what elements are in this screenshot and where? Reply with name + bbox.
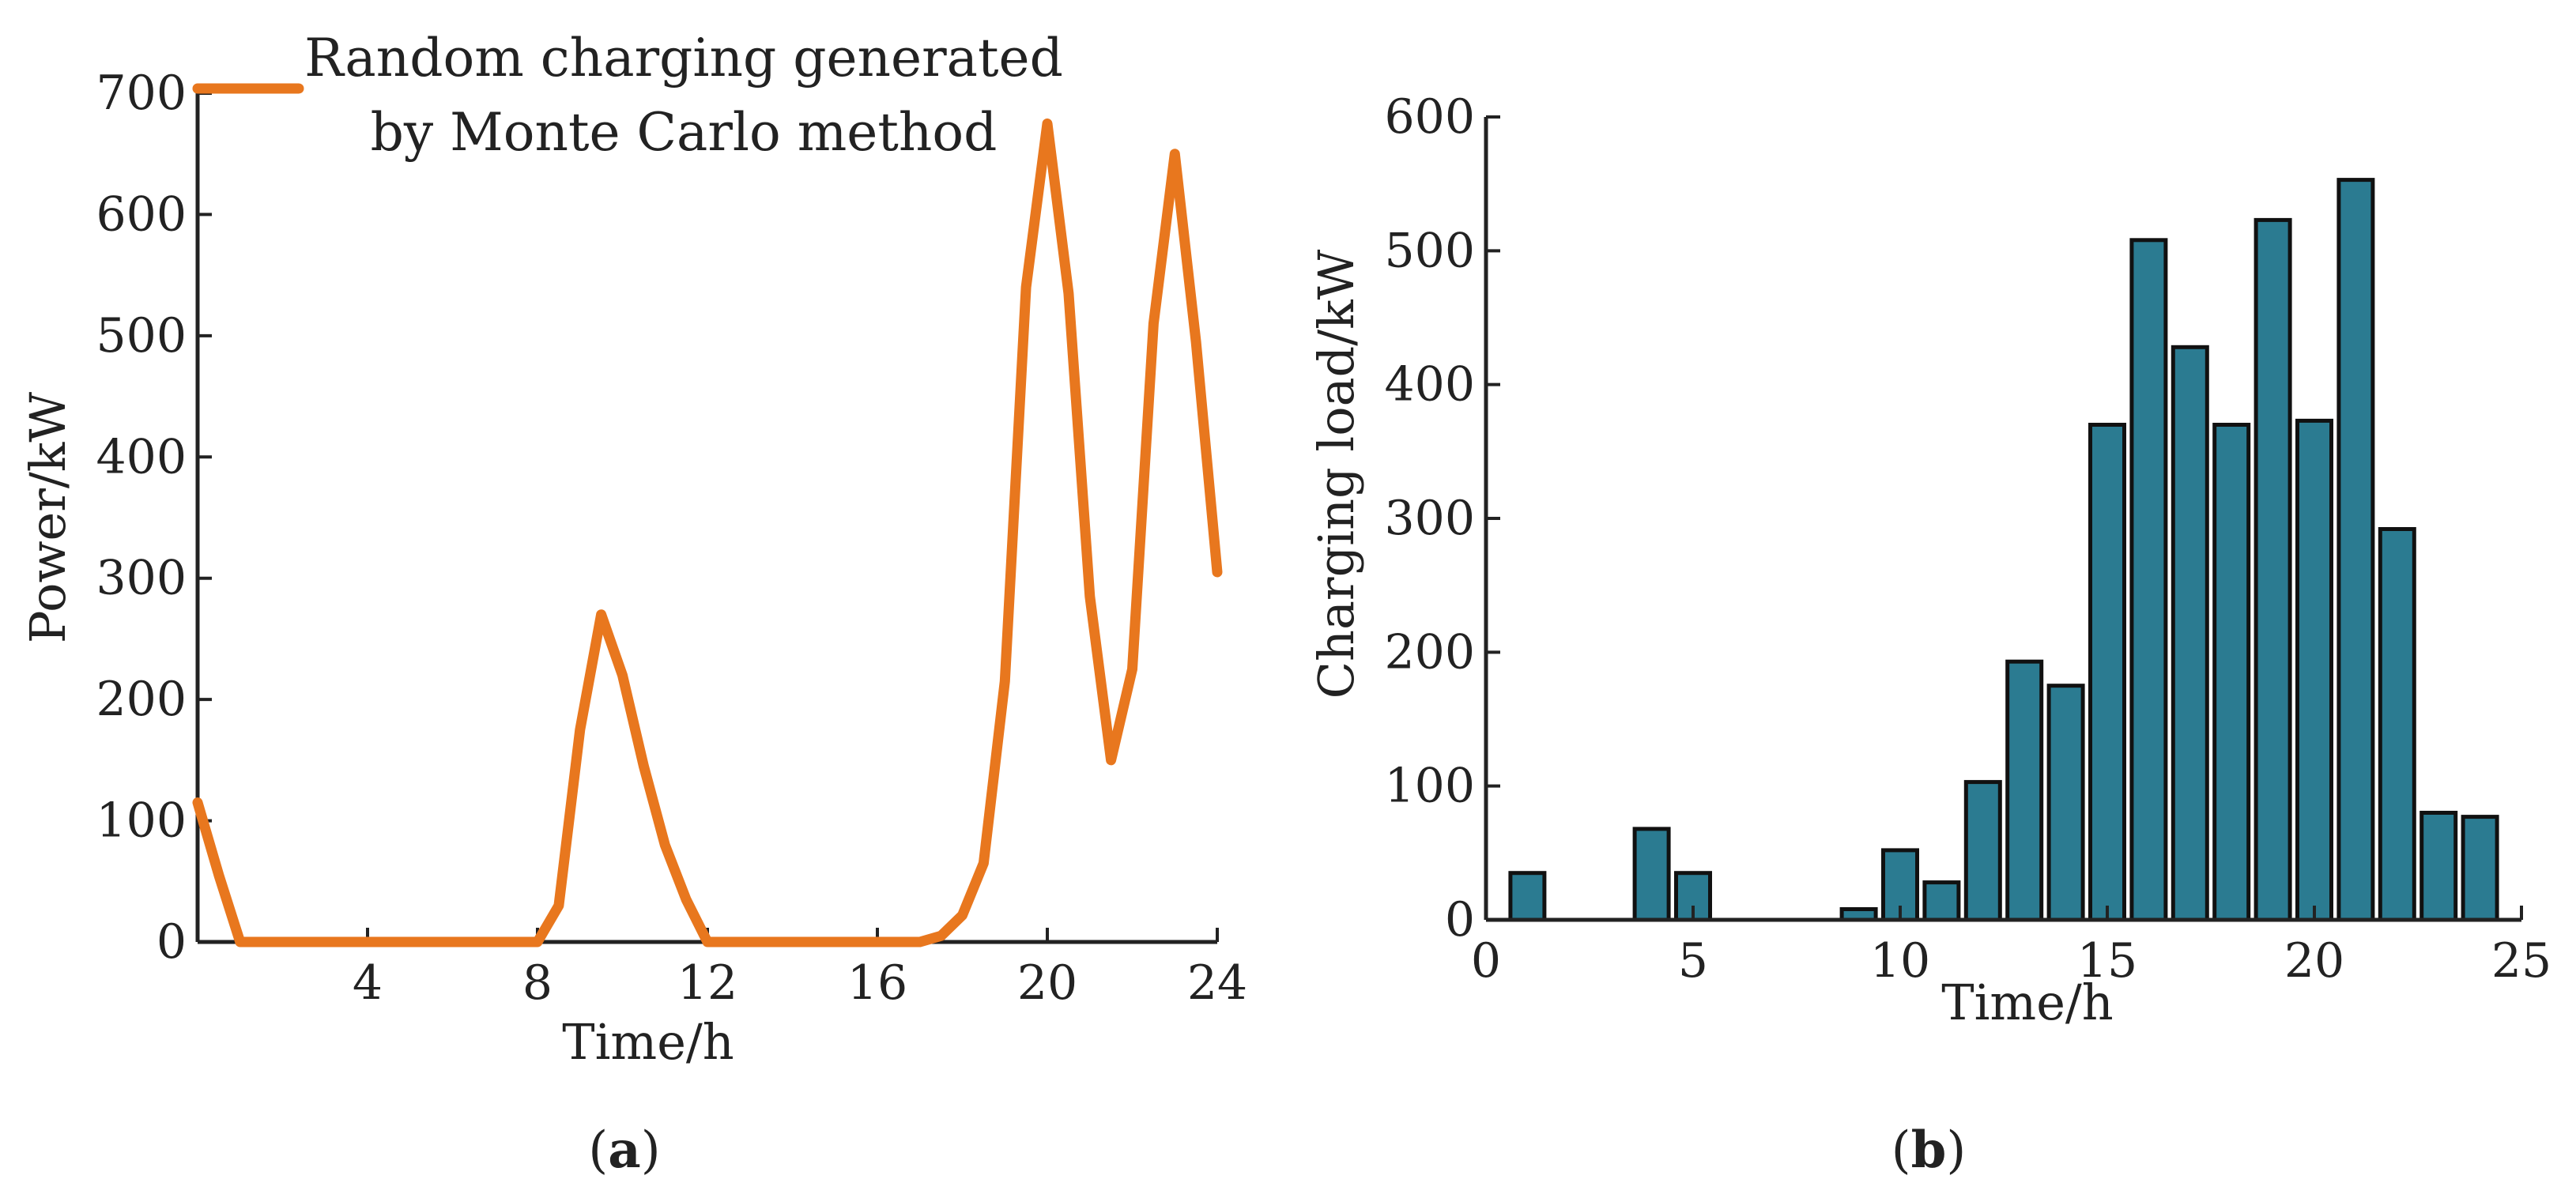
panel-b-xticks: 0 5 10 15 20 25 — [1471, 906, 2551, 989]
panel-b-ytick-label: 500 — [1384, 223, 1475, 278]
panel-a-legend: Random charging generated by Monte Carlo… — [192, 28, 1063, 163]
panel-b-xtick-label: 20 — [2284, 933, 2344, 989]
panel-b-ytick-label: 0 — [1445, 892, 1475, 947]
panel-b-xlabel: Time/h — [1941, 974, 2113, 1031]
panel-b-ytick-label: 300 — [1384, 491, 1475, 546]
panel-b-bar — [2295, 418, 2333, 922]
panel-a-ylabel: Power/kW — [19, 392, 77, 643]
panel-b-xtick-label: 10 — [1870, 933, 1930, 989]
panel-a-xticks: 4 8 12 16 20 24 — [353, 928, 1247, 1011]
panel-a-ytick-label: 0 — [157, 914, 187, 970]
panel-b-bar — [2254, 217, 2292, 922]
panel-b-xtick-label: 5 — [1678, 933, 1708, 989]
panel-a-xtick-label: 8 — [522, 955, 553, 1011]
panel-b-ylabel: Charging load/kW — [1307, 249, 1365, 699]
panel-a-xtick-label: 4 — [353, 955, 383, 1011]
panel-a-ytick-label: 500 — [96, 308, 187, 364]
panel-b-bar — [2419, 811, 2458, 922]
panel-b-bar — [2461, 815, 2499, 922]
panel-b-xtick-label: 15 — [2077, 933, 2137, 989]
panel-b-xtick-label: 0 — [1471, 933, 1501, 989]
panel-b-bars — [1508, 178, 2499, 922]
panel-a-caption: (a) — [588, 1121, 660, 1180]
panel-a-ytick-label: 300 — [96, 551, 187, 606]
panel-a-series-line — [192, 118, 1223, 947]
panel-b-bar — [2129, 238, 2168, 922]
panel-a-ytick-label: 100 — [96, 793, 187, 849]
panel-b-bar — [1508, 871, 1547, 922]
panel-b-ytick-label: 100 — [1384, 759, 1475, 814]
panel-a-ytick-label: 700 — [96, 66, 187, 121]
panel-a: 0 100 200 300 400 500 600 700 4 8 12 16 20 24 Power/… — [19, 28, 1247, 1180]
panel-a-caption-label: a — [608, 1121, 640, 1180]
panel-b-bar — [1963, 780, 2002, 922]
panel-b-bar — [2171, 345, 2209, 922]
panel-b-bar — [2212, 423, 2251, 922]
panel-b-bar — [2378, 527, 2416, 922]
panel-a-xtick-label: 20 — [1017, 955, 1077, 1011]
panel-a-xtick-label: 24 — [1187, 955, 1247, 1011]
panel-a-xtick-label: 12 — [677, 955, 737, 1011]
panel-a-xtick-label: 16 — [847, 955, 907, 1011]
panel-b-bar — [1632, 827, 1671, 922]
panel-a-ytick-label: 200 — [96, 672, 187, 727]
panel-a-xlabel: Time/h — [562, 1013, 734, 1071]
panel-b-yticks: 0 100 200 300 400 500 600 — [1384, 89, 1500, 947]
panel-b-xtick-label: 25 — [2491, 933, 2551, 989]
panel-b-ytick-label: 400 — [1384, 357, 1475, 413]
panel-a-yticks: 0 100 200 300 400 500 600 700 — [96, 66, 212, 970]
panel-b: 0 100 200 300 400 500 600 0 5 10 15 20 25 Charging … — [1307, 89, 2551, 1180]
panel-b-bar — [2337, 178, 2375, 922]
panel-a-ytick-label: 400 — [96, 429, 187, 484]
panel-b-caption-label: b — [1911, 1121, 1947, 1180]
panel-a-legend-line2: by Monte Carlo method — [371, 102, 998, 163]
panel-b-bar — [1922, 880, 1961, 922]
panel-b-bar — [2046, 684, 2085, 922]
panel-b-bar — [2005, 659, 2044, 922]
panel-b-caption: (b) — [1891, 1121, 1967, 1180]
panel-b-ytick-label: 600 — [1384, 89, 1475, 145]
panel-a-legend-line1: Random charging generated — [304, 28, 1063, 89]
panel-b-ytick-label: 200 — [1384, 624, 1475, 680]
panel-a-ytick-label: 600 — [96, 186, 187, 242]
panel-b-bar — [2088, 423, 2126, 922]
